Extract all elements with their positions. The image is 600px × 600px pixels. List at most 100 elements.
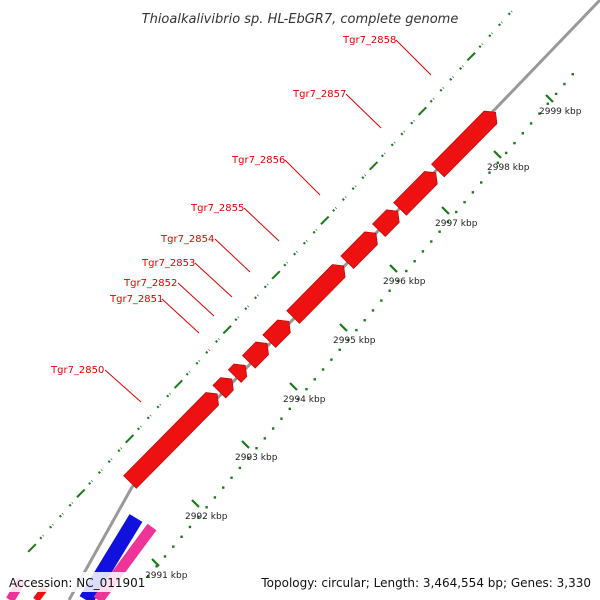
- outer-track-dot: [369, 161, 379, 171]
- scale-track-dot: [305, 387, 308, 391]
- outer-track-dot: [58, 512, 64, 518]
- outer-track-dot: [498, 21, 503, 27]
- footer-summary-bg: [258, 572, 594, 592]
- scale-track-dot: [521, 132, 525, 135]
- scale-tick-label: 2991 kbp: [145, 571, 188, 581]
- footer-accession-bg: [6, 572, 146, 592]
- outer-track-dot: [195, 359, 201, 365]
- gene-label: Tgr7_2851: [109, 294, 163, 305]
- outer-track-dot: [76, 488, 86, 498]
- outer-track-dot: [263, 283, 269, 289]
- outer-track-dot: [166, 392, 172, 398]
- outer-track-dot: [88, 480, 93, 485]
- gene-leader-line: [177, 282, 215, 317]
- outer-dotted-track: [27, 10, 513, 553]
- scale-track-dot: [513, 141, 516, 145]
- scale-tick: [545, 94, 554, 103]
- scale-track-dot: [554, 92, 558, 96]
- scale-track-dot: [288, 407, 291, 411]
- outer-track-dot: [27, 543, 37, 553]
- outer-track-dot: [125, 434, 135, 444]
- scale-track-dot: [255, 447, 258, 450]
- scale-tick: [493, 150, 502, 159]
- gene-arrow: [431, 110, 498, 178]
- outer-track-dot: [429, 97, 435, 103]
- scale-track-dot: [163, 555, 167, 558]
- outer-track-dot: [49, 523, 54, 529]
- outer-track-dot: [449, 76, 455, 81]
- outer-track-dot: [466, 52, 476, 62]
- outer-track-dot: [293, 250, 298, 256]
- gene-labels: Tgr7_2850 Tgr7_2851 Tgr7_2852 Tgr7_2853 Tgr7…: [50, 35, 432, 403]
- scale-track-dot: [321, 368, 325, 371]
- scale-track-dot: [438, 230, 441, 233]
- outer-track-dot: [68, 501, 74, 507]
- outer-track-dot: [156, 403, 162, 409]
- scale-tick: [151, 558, 160, 567]
- scale-track-dot: [529, 122, 533, 125]
- gene-leader-line: [395, 39, 432, 76]
- outer-track-dot: [351, 185, 357, 191]
- outer-track-dot: [205, 349, 211, 354]
- scale-track-dot: [563, 82, 566, 86]
- gene-leader-line: [284, 159, 321, 196]
- outer-track-dot: [459, 65, 464, 70]
- scale-track: 2991 kbp 2992 kbp 2993 kbp 2994 kbp 2995 kbp…: [138, 73, 582, 588]
- outer-track-dot: [39, 534, 45, 540]
- scale-track-dot: [571, 73, 574, 76]
- scale-track-dot: [263, 437, 267, 440]
- scale-track-dot: [205, 506, 208, 509]
- outer-track-dot: [146, 414, 152, 420]
- scale-track-dot: [421, 250, 425, 253]
- outer-track-dot: [244, 305, 250, 311]
- outer-track-dot: [417, 106, 427, 116]
- scale-tick: [289, 382, 298, 391]
- scale-tick-label: 2993 kbp: [235, 453, 278, 463]
- outer-track-dot: [312, 228, 318, 234]
- scale-track-dot: [330, 358, 333, 361]
- outer-track-dot: [97, 469, 103, 474]
- scale-track-dot: [538, 112, 541, 115]
- gene-leader-line: [194, 262, 233, 298]
- scale-track-dot: [396, 279, 400, 283]
- scale-track-dot: [463, 200, 466, 204]
- gene-arrow: [393, 171, 438, 216]
- scale-track-dot: [488, 171, 491, 174]
- scale-tick-label: 2992 kbp: [185, 512, 228, 522]
- gene-label: Tgr7_2857: [292, 89, 346, 100]
- outer-track-dot: [400, 130, 406, 136]
- outer-track-dot: [117, 447, 123, 453]
- scale-track-dot: [405, 269, 408, 273]
- scale-track-dot: [504, 151, 508, 155]
- scale-track-dot: [388, 289, 391, 292]
- outer-track-dot: [107, 458, 113, 464]
- scale-track-dot: [147, 574, 150, 578]
- scale-track-dot: [446, 220, 450, 224]
- footer-accession: Accession: NC_011901: [9, 576, 145, 590]
- gene-label: Tgr7_2850: [50, 365, 104, 376]
- gene-arrow: [372, 209, 400, 238]
- scale-track-dot: [471, 191, 475, 194]
- scale-track-dot: [222, 486, 225, 489]
- gene-arrows: [123, 110, 498, 489]
- scale-tick: [389, 264, 398, 273]
- scale-tick-label: 2994 kbp: [283, 395, 326, 405]
- footer-summary: Topology: circular; Length: 3,464,554 bp…: [260, 576, 591, 590]
- outer-track-dot: [283, 261, 289, 267]
- scale-track-dot: [496, 161, 500, 164]
- scale-track-dot: [230, 476, 233, 479]
- outer-track-dot: [507, 10, 513, 16]
- scale-track-dot: [413, 260, 416, 263]
- gene-label: Tgr7_2854: [160, 234, 214, 245]
- scale-tick: [441, 206, 450, 215]
- outer-track-dot: [234, 316, 240, 322]
- scale-tick-label: 2996 kbp: [383, 277, 426, 287]
- gene-leader-line: [161, 298, 200, 334]
- gene-label: Tgr7_2856: [231, 155, 285, 166]
- outer-track-dot: [302, 239, 308, 245]
- gene-arrow: [286, 264, 346, 324]
- scale-tick-label: 2995 kbp: [333, 336, 376, 346]
- gene-arrow: [227, 363, 248, 383]
- outer-track-dot: [478, 43, 484, 49]
